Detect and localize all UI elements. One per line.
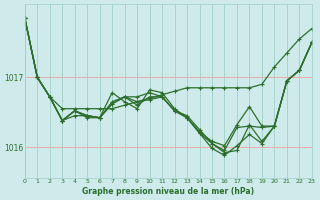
X-axis label: Graphe pression niveau de la mer (hPa): Graphe pression niveau de la mer (hPa) [82,187,254,196]
